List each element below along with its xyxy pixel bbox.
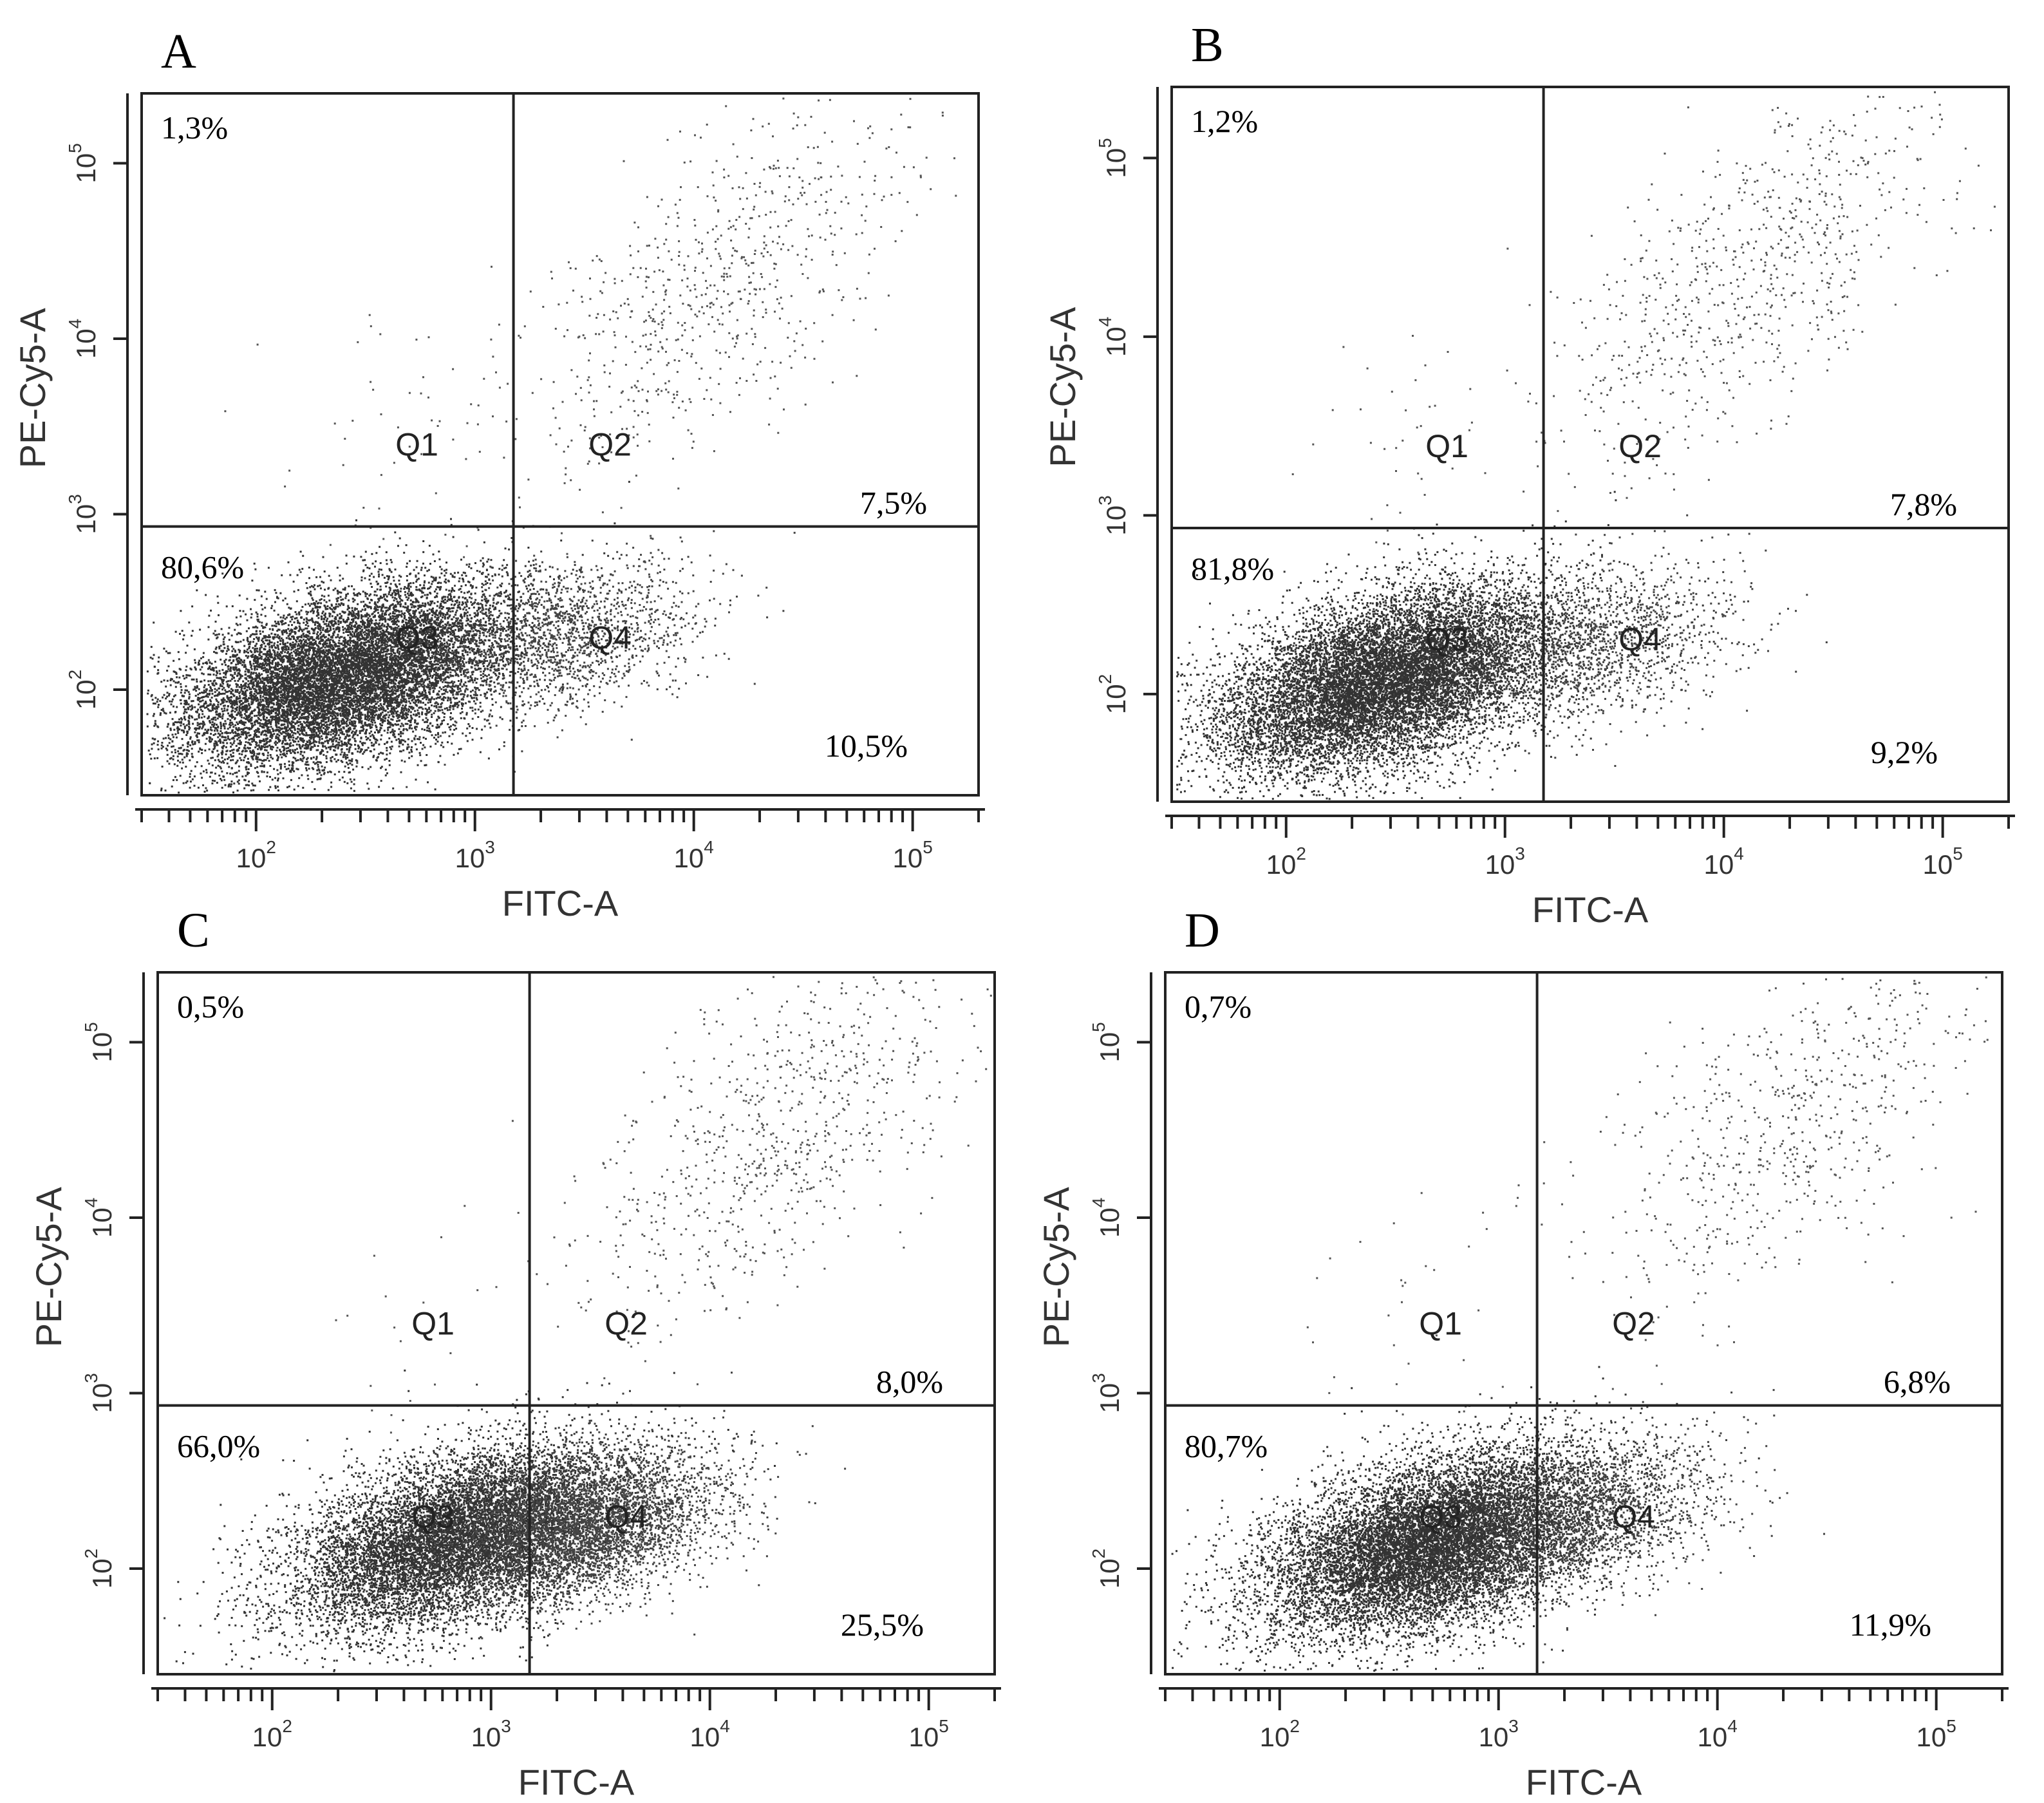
- panel-letter: C: [177, 903, 210, 958]
- event-dots: [1171, 976, 1989, 1672]
- quadrant-percent-q1: 0,7%: [1185, 988, 1252, 1024]
- x-axis-title: FITC-A: [1526, 1762, 1642, 1802]
- y-axis-ticks: [113, 93, 129, 795]
- x-axis-title: FITC-A: [502, 883, 619, 923]
- y-tick-label: 103: [81, 1373, 117, 1413]
- y-tick-label: 103: [1089, 1373, 1125, 1413]
- x-tick-label: 105: [1923, 844, 1963, 880]
- quadrant-percent-q4: 9,2%: [1871, 734, 1938, 770]
- y-tick-label: 104: [1095, 317, 1131, 357]
- x-tick-label: 103: [1485, 844, 1525, 880]
- quadrant-label-q1: Q1: [1425, 428, 1468, 464]
- quadrant-percent-q3: 80,6%: [161, 549, 244, 585]
- y-tick-label: 105: [81, 1022, 117, 1062]
- y-axis-ticks: [129, 972, 145, 1674]
- y-axis-title: PE-Cy5-A: [28, 1187, 69, 1348]
- y-tick-label: 103: [65, 494, 101, 534]
- y-tick-label: 102: [81, 1549, 117, 1589]
- quadrant-percent-q1: 1,2%: [1191, 103, 1258, 139]
- quadrant-percent-q3: 80,7%: [1185, 1428, 1268, 1464]
- x-tick-label: 102: [1260, 1716, 1300, 1752]
- quadrant-percent-q3: 66,0%: [177, 1428, 260, 1464]
- quadrant-percent-q2: 7,5%: [860, 485, 927, 521]
- panel-c: C 102 103 104 105 102 103 104 105 FITC-A PE-Cy5-A Q…: [28, 903, 1001, 1802]
- quadrant-label-q3: Q3: [411, 1499, 455, 1535]
- plot-frame: [1164, 971, 2003, 1676]
- y-axis-ticks: [1137, 972, 1152, 1674]
- y-tick-label: 105: [65, 143, 101, 183]
- quadrant-label-q1: Q1: [395, 427, 438, 463]
- quadrant-label-q3: Q3: [1425, 621, 1468, 657]
- quadrant-percent-q1: 0,5%: [177, 988, 244, 1024]
- x-tick-label: 103: [455, 837, 495, 873]
- x-tick-label: 105: [1917, 1716, 1956, 1752]
- y-axis-ticks: [1143, 87, 1159, 802]
- y-tick-label: 102: [65, 670, 101, 710]
- y-tick-label: 105: [1089, 1022, 1125, 1062]
- quadrant-percent-q4: 10,5%: [825, 728, 908, 764]
- quadrant-label-q3: Q3: [1419, 1499, 1462, 1535]
- quadrant-label-q2: Q2: [605, 1306, 648, 1342]
- quadrant-label-q4: Q4: [1612, 1499, 1655, 1535]
- y-tick-label: 104: [1089, 1198, 1125, 1238]
- quadrant-percent-q2: 8,0%: [876, 1364, 943, 1400]
- quadrant-label-q1: Q1: [411, 1306, 455, 1342]
- event-dots: [1176, 91, 1996, 800]
- panel-letter: D: [1185, 903, 1220, 958]
- event-dots: [164, 976, 992, 1672]
- x-axis-title: FITC-A: [1532, 889, 1649, 930]
- quadrant-label-q4: Q4: [588, 620, 632, 656]
- quadrant-percent-q2: 7,8%: [1890, 486, 1957, 522]
- x-axis-ticks: [1165, 815, 2015, 838]
- y-tick-label: 102: [1089, 1549, 1125, 1589]
- x-tick-label: 102: [236, 837, 276, 873]
- panel-letter: A: [161, 24, 196, 79]
- panel-b: B 102 103 104 105 102 103 104 105 FITC-A PE-Cy5-A Q…: [1042, 18, 2015, 930]
- plot-frame: [140, 92, 980, 797]
- x-tick-label: 104: [1704, 844, 1744, 880]
- x-tick-label: 105: [893, 837, 933, 873]
- y-tick-label: 104: [65, 319, 101, 359]
- quadrant-percent-q2: 6,8%: [1884, 1364, 1951, 1400]
- x-tick-label: 103: [1479, 1716, 1519, 1752]
- event-dots: [146, 97, 957, 794]
- x-tick-label: 103: [471, 1716, 511, 1752]
- y-tick-label: 104: [81, 1198, 117, 1238]
- quadrant-label-q4: Q4: [1618, 621, 1662, 657]
- quadrant-label-q1: Q1: [1419, 1306, 1462, 1342]
- quadrant-percent-q4: 11,9%: [1850, 1607, 1931, 1643]
- panel-d: D 102 103 104 105 102 103 104 105 FITC-A PE-Cy5-A Q…: [1036, 903, 2009, 1802]
- y-tick-label: 105: [1095, 138, 1131, 178]
- quadrant-percent-q1: 1,3%: [161, 109, 228, 146]
- quadrant-label-q2: Q2: [1612, 1306, 1655, 1342]
- panel-letter: B: [1191, 18, 1224, 72]
- x-tick-label: 104: [674, 837, 714, 873]
- x-axis-ticks: [135, 808, 985, 831]
- quadrant-label-q2: Q2: [1618, 428, 1662, 464]
- quadrant-label-q4: Q4: [605, 1499, 648, 1535]
- x-tick-label: 102: [252, 1716, 292, 1752]
- panel-a: A 102 103 104 105 102 103 104 105 FITC-A PE-Cy5-A Q…: [12, 24, 985, 923]
- y-tick-label: 103: [1095, 495, 1131, 535]
- quadrant-label-q2: Q2: [588, 427, 632, 463]
- quadrant-percent-q3: 81,8%: [1191, 551, 1274, 587]
- x-axis-ticks: [1159, 1687, 2009, 1710]
- y-axis-title: PE-Cy5-A: [12, 308, 53, 469]
- quadrant-label-q3: Q3: [395, 620, 438, 656]
- x-axis-ticks: [151, 1687, 1001, 1710]
- plot-frame: [156, 971, 996, 1676]
- x-tick-label: 104: [690, 1716, 730, 1752]
- quadrant-percent-q4: 25,5%: [841, 1607, 924, 1643]
- y-axis-title: PE-Cy5-A: [1042, 307, 1083, 467]
- x-tick-label: 102: [1266, 844, 1306, 880]
- y-axis-title: PE-Cy5-A: [1036, 1187, 1076, 1348]
- y-tick-label: 102: [1095, 674, 1131, 714]
- plot-frame: [1170, 86, 2010, 803]
- x-tick-label: 105: [909, 1716, 949, 1752]
- x-axis-title: FITC-A: [518, 1762, 635, 1802]
- x-tick-label: 104: [1698, 1716, 1738, 1752]
